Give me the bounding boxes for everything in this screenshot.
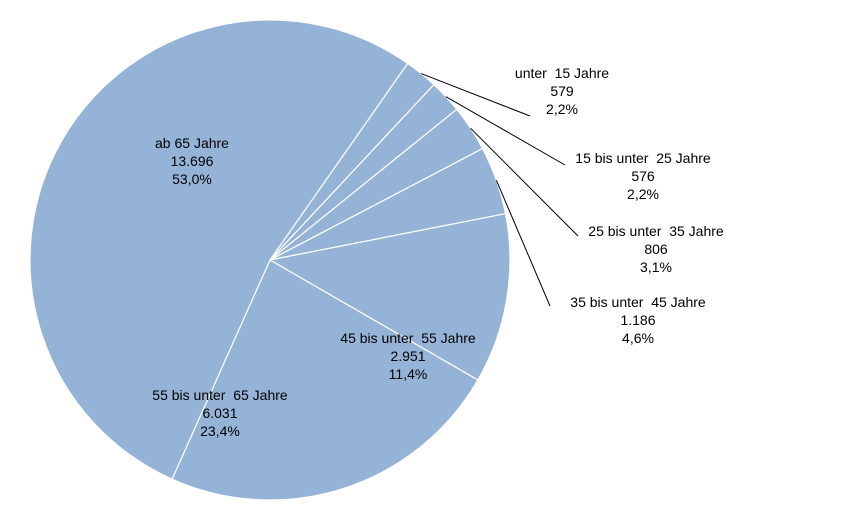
- leader-line-1: [445, 96, 566, 166]
- slice-label-share: 11,4%: [389, 366, 428, 382]
- slice-label-value: 579: [550, 83, 574, 99]
- slice-label-share: 23,4%: [200, 423, 240, 439]
- slice-label-value: 576: [631, 168, 655, 184]
- slice-label-share: 2,2%: [627, 186, 659, 202]
- slice-label-share: 2,2%: [546, 101, 578, 117]
- slice-label-1: 15 bis unter 25 Jahre 576 2,2%: [575, 150, 711, 202]
- slice-label-label: 15 bis unter 25 Jahre: [575, 150, 711, 166]
- slice-label-share: 4,6%: [622, 330, 654, 346]
- slice-label-value: 806: [644, 241, 668, 257]
- slice-label-label: ab 65 Jahre: [155, 135, 229, 151]
- slice-label-5: 55 bis unter 65 Jahre 6.031 23,4%: [152, 387, 288, 439]
- slice-label-share: 53,0%: [172, 171, 212, 187]
- slice-label-value: 6.031: [202, 405, 237, 421]
- slice-label-2: 25 bis unter 35 Jahre 806 3,1%: [588, 223, 724, 275]
- slice-label-share: 3,1%: [640, 259, 672, 275]
- slice-label-value: 1.186: [620, 312, 655, 328]
- slice-label-label: 25 bis unter 35 Jahre: [588, 223, 724, 239]
- slice-label-label: 45 bis unter 55 Jahre: [340, 330, 476, 346]
- slices-layer: [29, 19, 511, 501]
- pie-slice-6: [29, 19, 409, 480]
- pie-slice-5: [171, 259, 479, 501]
- slice-label-label: 35 bis unter 45 Jahre: [570, 294, 706, 310]
- slice-label-0: unter 15 Jahre 579 2,2%: [515, 65, 609, 117]
- slice-label-value: 13.696: [171, 153, 214, 169]
- slice-label-6: ab 65 Jahre 13.696 53,0%: [155, 135, 229, 187]
- slice-label-value: 2.951: [390, 348, 425, 364]
- slice-labels: unter 15 Jahre 579 2,2%15 bis unter 25 Jah…: [152, 65, 724, 439]
- leader-line-0: [420, 73, 531, 117]
- slice-label-label: unter 15 Jahre: [515, 65, 609, 81]
- leader-line-3: [495, 180, 551, 307]
- slice-label-4: 45 bis unter 55 Jahre 2.951 11,4%: [340, 330, 476, 382]
- pie-slice-4: [268, 212, 511, 381]
- leader-line-2: [470, 127, 579, 237]
- leader-lines: [420, 73, 579, 307]
- slice-label-label: 55 bis unter 65 Jahre: [152, 387, 288, 403]
- slice-label-3: 35 bis unter 45 Jahre 1.186 4,6%: [570, 294, 706, 346]
